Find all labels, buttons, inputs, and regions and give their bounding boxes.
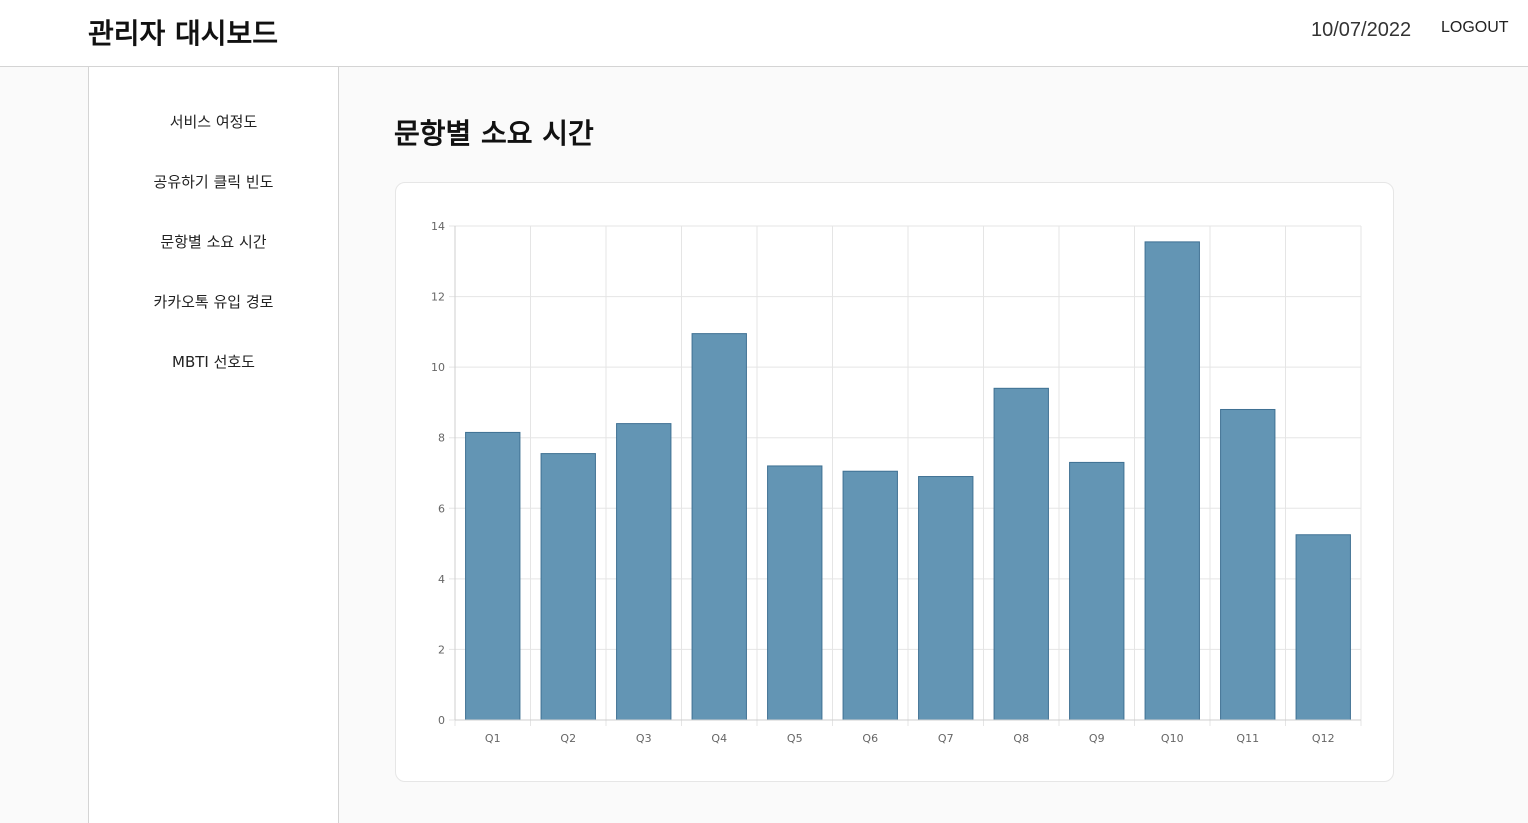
x-tick-label: Q12 (1312, 732, 1335, 745)
y-tick-label: 2 (438, 643, 445, 656)
y-tick-label: 10 (431, 361, 445, 374)
bar-q2[interactable] (540, 453, 596, 721)
bar-q12[interactable] (1295, 534, 1351, 721)
y-tick-label: 4 (438, 573, 445, 586)
x-tick-label: Q1 (485, 732, 501, 745)
chart-card: 0 2 4 6 8 10 12 14 Q1 Q2 Q3 Q4 Q5 Q6 Q7 Q8 Q9 Q10 Q11 Q12 (395, 182, 1394, 782)
y-tick-label: 12 (431, 291, 445, 304)
y-tick-label: 14 (431, 220, 445, 233)
x-tick-label: Q7 (938, 732, 954, 745)
bar-q11[interactable] (1220, 408, 1276, 721)
x-tick-label: Q6 (862, 732, 878, 745)
x-tick-label: Q9 (1089, 732, 1105, 745)
y-tick-label: 6 (438, 502, 445, 515)
x-tick-label: Q5 (787, 732, 803, 745)
bar-q1[interactable] (465, 431, 521, 721)
bar-q5[interactable] (767, 465, 823, 721)
y-tick-label: 0 (438, 714, 445, 727)
x-tick-label: Q10 (1161, 732, 1184, 745)
logout-button[interactable]: LOGOUT (1441, 19, 1509, 36)
sidebar-item-kakaotalk-inflow[interactable]: 카카오톡 유입 경로 (153, 293, 274, 311)
sidebar-item-service-journey[interactable]: 서비스 여정도 (169, 113, 258, 131)
bar-q6[interactable] (842, 470, 898, 721)
header-date: 10/07/2022 (1311, 19, 1412, 41)
bar-q7[interactable] (918, 476, 974, 721)
sidebar: 서비스 여정도 공유하기 클릭 빈도 문항별 소요 시간 카카오톡 유입 경로 … (88, 67, 339, 823)
sidebar-item-mbti-preference[interactable]: MBTI 선호도 (172, 353, 255, 371)
app-title: 관리자 대시보드 (88, 17, 279, 50)
top-header: 관리자 대시보드 10/07/2022 LOGOUT (0, 0, 1528, 67)
bar-q4[interactable] (691, 333, 747, 721)
x-tick-label: Q8 (1013, 732, 1029, 745)
page-title: 문항별 소요 시간 (394, 117, 594, 150)
sidebar-item-share-click-frequency[interactable]: 공유하기 클릭 빈도 (153, 173, 274, 191)
y-tick-label: 8 (438, 432, 445, 445)
x-tick-label: Q2 (560, 732, 576, 745)
x-tick-label: Q3 (636, 732, 652, 745)
x-tick-label: Q11 (1236, 732, 1259, 745)
chart-bars (465, 241, 1351, 721)
sidebar-item-time-per-question[interactable]: 문항별 소요 시간 (160, 233, 267, 251)
bar-chart: 0 2 4 6 8 10 12 14 Q1 Q2 Q3 Q4 Q5 Q6 Q7 Q8 Q9 Q10 Q11 Q12 (431, 220, 1362, 745)
bar-q3[interactable] (616, 423, 672, 721)
bar-q9[interactable] (1069, 461, 1125, 721)
x-tick-label: Q4 (711, 732, 727, 745)
bar-q10[interactable] (1144, 241, 1200, 721)
bar-q8[interactable] (993, 387, 1049, 721)
chart-grid (449, 225, 1362, 726)
chart-axes: 0 2 4 6 8 10 12 14 Q1 Q2 Q3 Q4 Q5 Q6 Q7 Q8 Q9 Q10 Q11 Q12 (431, 220, 1361, 745)
